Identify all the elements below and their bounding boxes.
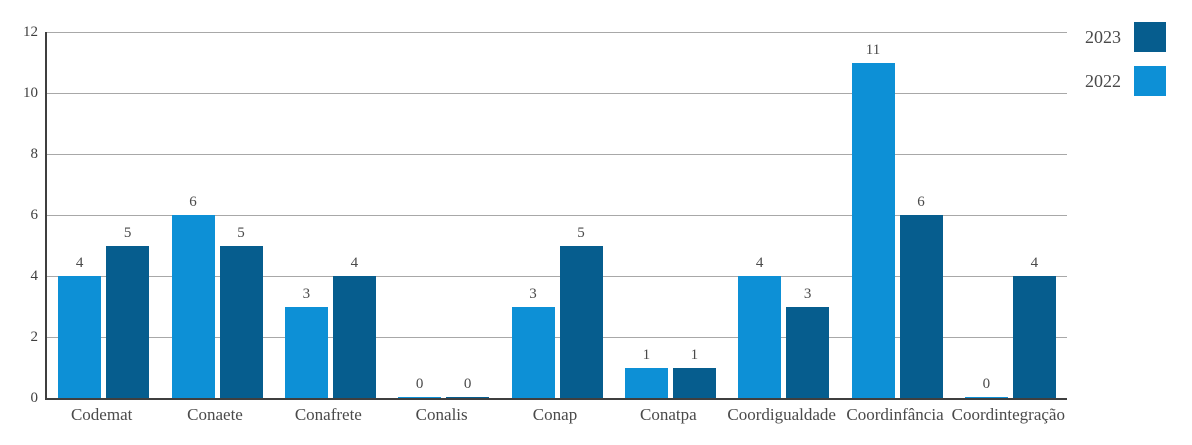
bar-2022-coordintegração [964,397,1008,398]
bar-value-label: 4 [350,255,359,271]
bar-value-label: 5 [577,224,585,241]
bar-value-label: 0 [463,376,472,392]
legend-label: 2023 [1085,27,1121,47]
bar-value-label: 0 [415,376,424,392]
gridline [47,32,1067,33]
legend-item-2022: 2022 [1085,66,1166,96]
y-tick-label: 2 [30,329,39,345]
bar-2023-coordintegração [1012,276,1056,398]
x-category-label: Coordintegração [951,405,1065,424]
bar-2022-coordinfância [851,62,895,398]
bar-value-label: 6 [917,194,925,210]
bar-2023-conafrete [332,276,376,398]
gridline [47,154,1067,155]
y-tick-label: 10 [23,85,38,101]
bar-2023-conatpa [672,367,716,398]
y-tick-label: 6 [30,207,39,223]
plot-area: 4 5 6 5 3 4 0 0 3 5 1 1 4 3 11 6 0 4 [45,32,1067,400]
bar-value-label: 3 [529,285,537,302]
bar-2022-conalis [398,397,442,398]
bar-value-label: 5 [237,224,245,241]
bar-value-label: 6 [189,194,197,210]
y-tick-label: 12 [23,24,38,40]
legend-swatch [1134,22,1166,52]
legend-label: 2022 [1085,71,1121,91]
x-category-label: Conap [532,405,578,424]
x-category-label: Conaete [187,405,243,424]
bar-value-label: 4 [1030,255,1039,271]
bar-value-label: 1 [690,346,699,363]
bar-2022-conaete [171,215,215,398]
bar-value-label: 5 [123,224,132,241]
gridline [47,276,1067,277]
bar-value-label: 4 [75,255,84,271]
bar-value-label: 0 [982,376,991,392]
bar-2023-conap [559,245,603,398]
x-category-label: Coordigualdade [727,405,836,424]
legend-swatch [1134,66,1166,96]
gridline [47,337,1067,338]
x-category-label: Codemat [70,405,133,424]
bar-2023-conaete [219,245,263,398]
bar-2023-coordinfância [899,215,943,398]
bar-value-label: 3 [302,285,311,302]
bar-2023-conalis [446,397,490,398]
bar-value-label: 1 [642,346,651,363]
y-tick-label: 8 [30,146,39,162]
gridline [47,93,1067,94]
bar-value-label: 4 [755,255,764,271]
y-tick-label: 0 [30,390,39,406]
legend: 2023 2022 [1085,22,1166,110]
y-axis: 0 2 4 6 8 10 12 [0,24,39,406]
bar-2022-conap [511,306,555,398]
gridline [47,215,1067,216]
x-axis: Codemat Conaete Conafrete Conalis Conap Conat… [45,405,1065,429]
bar-2022-conafrete [284,306,328,398]
bar-2022-coordigualdade [738,276,782,398]
y-tick-label: 4 [30,268,39,284]
bar-value-label: 3 [803,285,812,302]
x-category-label: Conalis [415,405,468,424]
bar-2023-codemat [106,245,150,398]
bar-2023-coordigualdade [786,306,830,398]
x-category-label: Coordinfância [846,405,944,424]
bar-value-label: 11 [865,41,881,58]
x-category-label: Conafrete [294,405,362,424]
bar-2022-conatpa [624,367,668,398]
legend-item-2023: 2023 [1085,22,1166,52]
bar-2022-codemat [58,276,102,398]
x-category-label: Conatpa [640,405,697,424]
